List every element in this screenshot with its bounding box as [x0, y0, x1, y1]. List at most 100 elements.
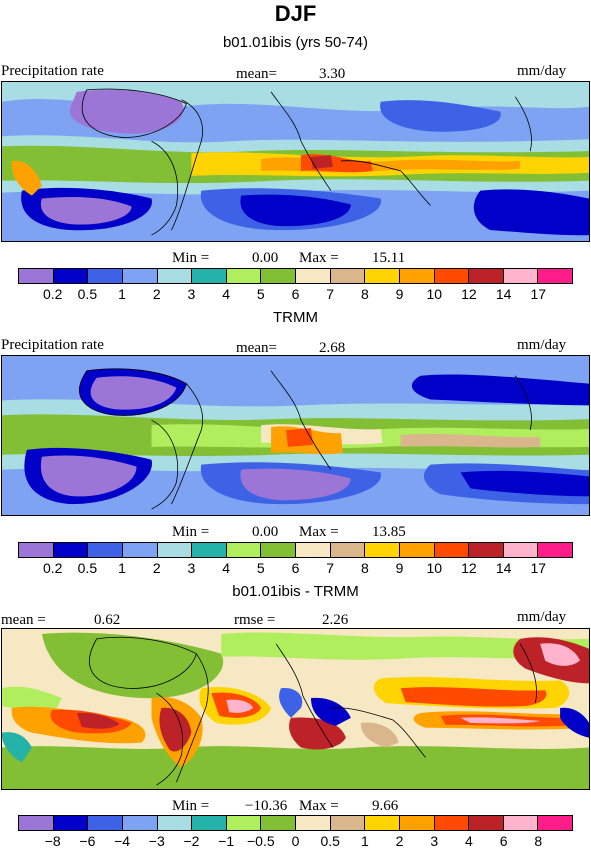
- colorbar-swatch: [503, 269, 539, 283]
- colorbar-swatch: [53, 543, 89, 557]
- colorbar-tick-label: 3: [187, 560, 196, 576]
- colorbar-swatch: [19, 543, 54, 557]
- colorbar-swatch: [88, 269, 123, 283]
- panel-2-mean-value: 2.68: [319, 340, 346, 356]
- panel-2-min-label: Min =: [172, 524, 210, 540]
- colorbar-tick-label: 0.5: [77, 286, 98, 302]
- colorbar-swatch: [261, 816, 296, 830]
- colorbar-swatch: [503, 543, 539, 557]
- colorbar-swatch: [19, 269, 54, 283]
- colorbar-swatch: [157, 816, 193, 830]
- colorbar-tick-label: −2: [183, 833, 200, 849]
- panel-3-max-label: Max =: [299, 798, 339, 814]
- colorbar-tick-label: 8: [534, 833, 543, 849]
- panel-2-units: mm/day: [517, 337, 567, 353]
- colorbar-tick-label: −1: [218, 833, 235, 849]
- colorbar-swatch: [192, 816, 227, 830]
- panel-1-units: mm/day: [517, 63, 567, 79]
- colorbar-swatch: [503, 816, 539, 830]
- colorbar-swatch: [122, 816, 158, 830]
- colorbar-swatch: [399, 816, 435, 830]
- colorbar-tick-label: 0.2: [42, 560, 63, 576]
- colorbar-swatch: [538, 269, 572, 283]
- colorbar-tick-label: 2: [152, 560, 161, 576]
- colorbar-tick-label: 9: [395, 560, 404, 576]
- colorbar-swatch: [330, 543, 366, 557]
- panel-1-max-label: Max =: [299, 250, 339, 266]
- panel-1-colorbar-labels: 0.2 0.5 1 2 3 4 5 6 7 8 9 10 12 14 17: [18, 286, 573, 302]
- panel-1-title: b01.01ibis (yrs 50-74): [222, 34, 369, 51]
- colorbar-swatch: [192, 543, 227, 557]
- colorbar-tick-label: 10: [426, 286, 443, 302]
- colorbar-tick-label: 5: [256, 560, 265, 576]
- colorbar-tick-label: 1: [118, 286, 126, 302]
- colorbar-swatch: [399, 269, 435, 283]
- colorbar-swatch: [19, 816, 54, 830]
- colorbar-tick-label: 5: [256, 286, 265, 302]
- panel-1-min-value: 0.00: [252, 250, 279, 266]
- panel-3-colorbar-labels: −8 −6 −4 −3 −2 −1 −0.5 0 0.5 1 2 3 4 6 8: [18, 833, 573, 849]
- colorbar-swatch: [88, 816, 123, 830]
- panel-3-min-value: −10.36: [245, 798, 288, 814]
- panel-3-max-value: 9.66: [372, 798, 399, 814]
- panel-1-colorbar: [18, 268, 573, 284]
- panel-2-colorbar: [18, 542, 573, 558]
- colorbar-swatch: [399, 543, 435, 557]
- colorbar-tick-label: 17: [530, 560, 547, 576]
- colorbar-tick-label: 2: [152, 286, 161, 302]
- colorbar-tick-label: 1: [360, 833, 369, 849]
- colorbar-swatch: [330, 816, 366, 830]
- colorbar-tick-label: −4: [114, 833, 131, 849]
- colorbar-tick-label: −6: [79, 833, 96, 849]
- colorbar-tick-label: 1: [118, 560, 126, 576]
- colorbar-swatch: [538, 816, 572, 830]
- colorbar-swatch: [157, 543, 193, 557]
- colorbar-swatch: [122, 543, 158, 557]
- colorbar-swatch: [469, 816, 504, 830]
- colorbar-tick-label: 4: [465, 833, 473, 849]
- colorbar-tick-label: 2: [395, 833, 404, 849]
- panel-1-mean-label: mean=: [236, 66, 277, 82]
- colorbar-swatch: [469, 543, 504, 557]
- colorbar-tick-label: 4: [222, 560, 231, 576]
- colorbar-swatch: [365, 543, 400, 557]
- panel-1-mean-value: 3.30: [319, 66, 346, 82]
- colorbar-tick-label: 12: [461, 560, 477, 576]
- colorbar-tick-label: 12: [461, 286, 477, 302]
- panel-3-title: b01.01ibis - TRMM: [232, 583, 359, 600]
- panel-2-mean-label: mean=: [236, 340, 277, 356]
- figure-title: DJF: [274, 1, 317, 26]
- colorbar-swatch: [296, 543, 331, 557]
- colorbar-swatch: [53, 269, 89, 283]
- colorbar-tick-label: 8: [360, 286, 369, 302]
- panel-3-min-label: Min =: [172, 798, 210, 814]
- panel-3-mean-label: mean =: [1, 612, 46, 628]
- colorbar-tick-label: 14: [495, 560, 512, 576]
- panel-1-min-label: Min =: [172, 250, 210, 266]
- panel-2-colorbar-labels: 0.2 0.5 1 2 3 4 5 6 7 8 9 10 12 14 17: [18, 560, 573, 576]
- colorbar-tick-label: 17: [530, 286, 547, 302]
- colorbar-tick-label: 8: [360, 560, 369, 576]
- colorbar-tick-label: 0.2: [42, 286, 63, 302]
- panel-1-map: [1, 81, 590, 242]
- panel-3-mean-value: 0.62: [94, 612, 121, 628]
- colorbar-swatch: [122, 269, 158, 283]
- colorbar-swatch: [538, 543, 572, 557]
- panel-3-colorbar: [18, 815, 573, 831]
- colorbar-tick-label: 4: [222, 286, 231, 302]
- colorbar-swatch: [53, 816, 89, 830]
- panel-2-max-label: Max =: [299, 524, 339, 540]
- colorbar-tick-label: 3: [430, 833, 439, 849]
- colorbar-tick-label: 9: [395, 286, 404, 302]
- panel-2-max-value: 13.85: [372, 524, 406, 540]
- colorbar-tick-label: 6: [291, 286, 300, 302]
- colorbar-swatch: [226, 269, 262, 283]
- panel-2-min-value: 0.00: [252, 524, 279, 540]
- panel-2-variable-label: Precipitation rate: [1, 337, 104, 353]
- colorbar-tick-label: 10: [426, 560, 443, 576]
- colorbar-tick-label: 7: [326, 286, 335, 302]
- panel-3-units: mm/day: [517, 609, 567, 625]
- colorbar-swatch: [157, 269, 193, 283]
- panel-3-map: [1, 628, 590, 790]
- colorbar-swatch: [365, 269, 400, 283]
